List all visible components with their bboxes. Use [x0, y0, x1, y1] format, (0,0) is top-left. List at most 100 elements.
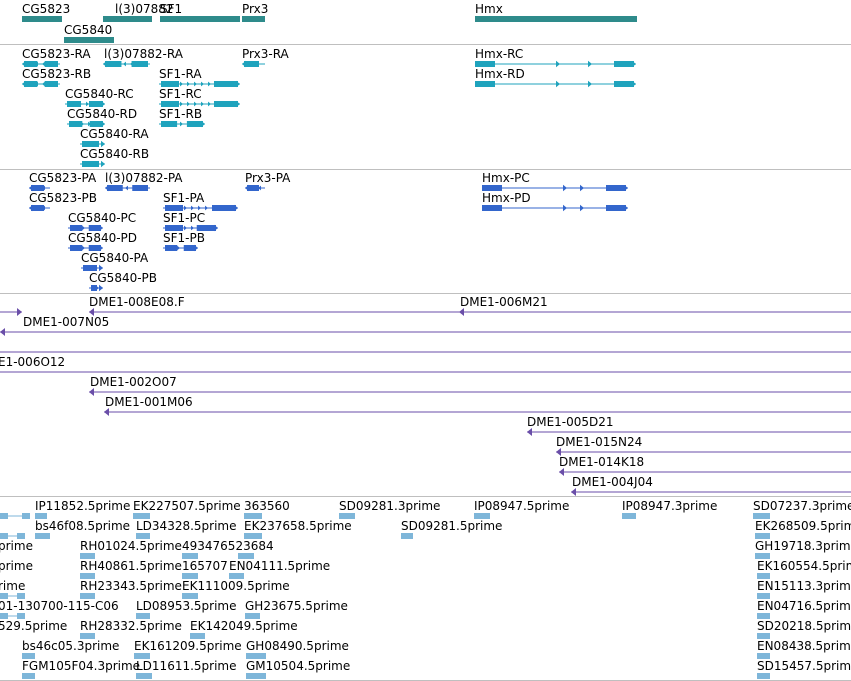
transcript-glyph[interactable]	[22, 60, 60, 68]
polypeptide-glyph[interactable]	[482, 184, 628, 192]
est-glyph[interactable]	[0, 513, 30, 519]
est-glyph[interactable]	[244, 533, 262, 539]
est-label[interactable]: GM10504.5prime	[246, 659, 351, 673]
est-glyph[interactable]	[136, 673, 152, 679]
transcript-glyph[interactable]	[65, 100, 105, 108]
est-label[interactable]: RH01024.5prime	[80, 539, 182, 553]
est-label[interactable]: GH19718.3prime	[755, 539, 851, 553]
est-glyph[interactable]	[182, 593, 198, 599]
est-label[interactable]: EK227507.5prime	[133, 499, 241, 513]
est-label[interactable]: 363560	[244, 499, 290, 513]
est-label[interactable]: RH23343.5prime	[80, 579, 182, 593]
polypeptide-glyph[interactable]	[81, 264, 103, 272]
transcript-label[interactable]: Prx3-RA	[242, 47, 289, 61]
transcript-label[interactable]: CG5823-RB	[22, 67, 92, 81]
transcript-glyph[interactable]	[475, 60, 636, 68]
gene-label[interactable]: Prx3	[242, 2, 269, 16]
est-label[interactable]: EK237658.5prime	[244, 519, 352, 533]
transcript-label[interactable]: Hmx-RC	[475, 47, 524, 61]
gene-glyph[interactable]	[242, 16, 265, 22]
clone-label[interactable]: E1-006O12	[0, 355, 66, 369]
transcript-label[interactable]: Hmx-RD	[475, 67, 525, 81]
clone-label[interactable]: DME1-004J04	[572, 475, 653, 489]
transcript-label[interactable]: l(3)07882-RA	[104, 47, 183, 61]
est-glyph[interactable]	[0, 533, 25, 539]
polypeptide-label[interactable]: SF1-PB	[163, 231, 205, 245]
transcript-label[interactable]: CG5840-RB	[80, 147, 150, 161]
est-label[interactable]: bs46f08.5prime	[35, 519, 131, 533]
clone-label[interactable]: DME1-007N05	[23, 315, 110, 329]
polypeptide-glyph[interactable]	[29, 204, 50, 212]
transcript-glyph[interactable]	[475, 80, 636, 88]
polypeptide-glyph[interactable]	[163, 244, 198, 252]
est-glyph[interactable]	[0, 593, 25, 599]
gene-label[interactable]: Hmx	[475, 2, 503, 16]
est-glyph[interactable]	[133, 513, 150, 519]
est-glyph[interactable]	[757, 633, 770, 639]
est-glyph[interactable]	[401, 533, 413, 539]
transcript-label[interactable]: CG5840-RC	[65, 87, 134, 101]
gene-glyph[interactable]	[22, 16, 62, 22]
est-glyph[interactable]	[190, 633, 205, 639]
clone-glyph[interactable]	[556, 448, 851, 456]
transcript-glyph[interactable]	[242, 60, 265, 68]
polypeptide-label[interactable]: CG5823-PB	[29, 191, 98, 205]
est-glyph[interactable]	[757, 573, 770, 579]
est-glyph[interactable]	[80, 593, 95, 599]
est-label[interactable]: EN15113.3prime	[757, 579, 851, 593]
est-glyph[interactable]	[755, 553, 770, 559]
polypeptide-label[interactable]: Prx3-PA	[245, 171, 291, 185]
transcript-glyph[interactable]	[80, 140, 105, 148]
est-glyph[interactable]	[134, 653, 150, 659]
polypeptide-label[interactable]: l(3)07882-PA	[105, 171, 183, 185]
est-label[interactable]: rime	[0, 579, 26, 593]
est-label[interactable]: EN04111.5prime	[229, 559, 331, 573]
gene-label[interactable]: l(3)07882	[115, 2, 174, 16]
est-label[interactable]: EK160554.5prime	[757, 559, 851, 573]
est-glyph[interactable]	[22, 653, 35, 659]
est-glyph[interactable]	[757, 673, 770, 679]
gene-glyph[interactable]	[475, 16, 637, 22]
polypeptide-glyph[interactable]	[29, 184, 50, 192]
est-glyph[interactable]	[246, 673, 266, 679]
gene-glyph[interactable]	[160, 16, 240, 22]
est-glyph[interactable]	[80, 633, 95, 639]
clone-label[interactable]: DME1-015N24	[556, 435, 643, 449]
est-label[interactable]: bs46c05.3prime	[22, 639, 120, 653]
transcript-glyph[interactable]	[159, 80, 240, 88]
transcript-glyph[interactable]	[67, 120, 105, 128]
polypeptide-label[interactable]: CG5840-PC	[68, 211, 137, 225]
gene-label[interactable]: CG5823	[22, 2, 71, 16]
gene-label[interactable]: CG5840	[64, 23, 113, 37]
est-glyph[interactable]	[244, 513, 262, 519]
est-label[interactable]: RH40861.5prime	[80, 559, 182, 573]
est-label[interactable]: IP11852.5prime	[35, 499, 131, 513]
est-label[interactable]: LD11611.5prime	[136, 659, 237, 673]
est-glyph[interactable]	[245, 613, 260, 619]
transcript-label[interactable]: CG5840-RD	[67, 107, 138, 121]
est-glyph[interactable]	[22, 673, 35, 679]
est-glyph[interactable]	[229, 573, 244, 579]
est-label[interactable]: SD09281.3prime	[339, 499, 441, 513]
polypeptide-glyph[interactable]	[68, 244, 103, 252]
est-glyph[interactable]	[35, 513, 47, 519]
est-glyph[interactable]	[757, 593, 770, 599]
polypeptide-glyph[interactable]	[105, 184, 150, 192]
polypeptide-label[interactable]: CG5840-PD	[68, 231, 138, 245]
est-glyph[interactable]	[182, 553, 198, 559]
gene-label[interactable]: SF1	[160, 2, 183, 16]
est-label[interactable]: prime	[0, 539, 33, 553]
est-glyph[interactable]	[136, 533, 150, 539]
clone-label[interactable]: DME1-008E08.F	[89, 295, 185, 309]
polypeptide-label[interactable]: Hmx-PD	[482, 191, 531, 205]
clone-label[interactable]: DME1-001M06	[105, 395, 193, 409]
transcript-glyph[interactable]	[159, 120, 205, 128]
transcript-glyph[interactable]	[103, 60, 150, 68]
est-glyph[interactable]	[757, 653, 770, 659]
polypeptide-label[interactable]: CG5840-PA	[81, 251, 149, 265]
est-glyph[interactable]	[339, 513, 355, 519]
est-glyph[interactable]	[0, 613, 25, 619]
est-label[interactable]: IP08947.5prime	[474, 499, 570, 513]
clone-glyph[interactable]	[459, 308, 851, 316]
est-label[interactable]: IP08947.3prime	[622, 499, 718, 513]
